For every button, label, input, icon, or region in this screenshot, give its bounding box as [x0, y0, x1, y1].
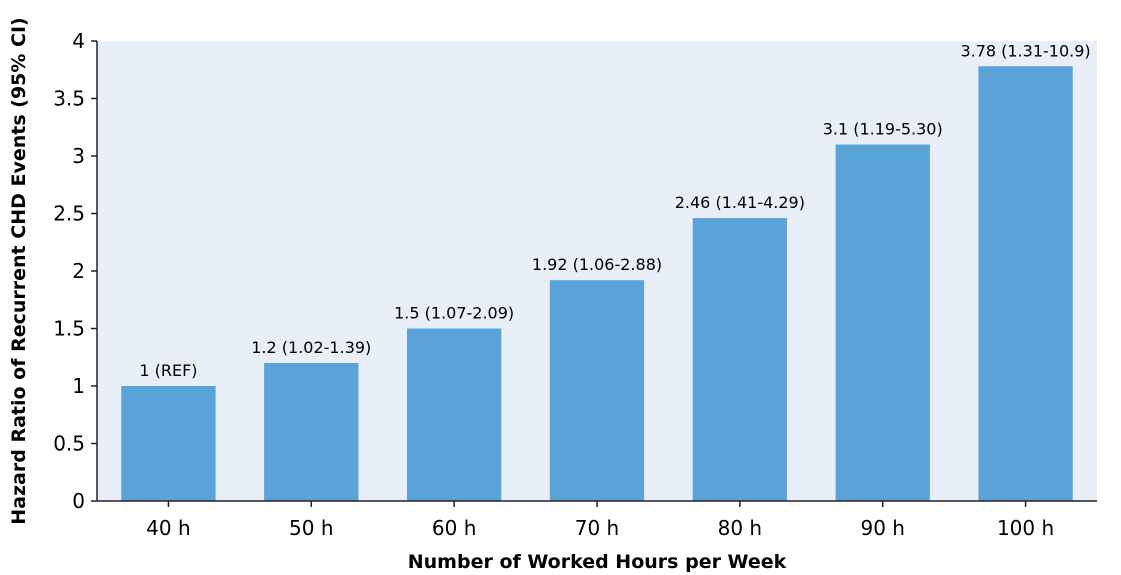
y-tick-label-8: 4: [72, 29, 85, 53]
x-tick-label-4: 80 h: [718, 516, 762, 540]
data-label-3: 1.92 (1.06-2.88): [532, 255, 662, 274]
data-labels-group: 1 (REF) 1.2 (1.02-1.39) 1.5 (1.07-2.09) 1.9…: [139, 41, 1090, 380]
x-tick-label-1: 50 h: [289, 516, 333, 540]
x-axis-title: Number of Worked Hours per Week: [408, 551, 787, 573]
x-tick-label-0: 40 h: [146, 516, 190, 540]
x-tick-label-3: 70 h: [575, 516, 619, 540]
y-tick-label-7: 3.5: [53, 87, 85, 111]
y-axis-title: Hazard Ratio of Recurrent CHD Events (95…: [8, 17, 30, 524]
y-ticks-group: 0 0.5 1 1.5 2 2.5 3 3.5 4: [53, 29, 97, 513]
y-tick-label-1: 0.5: [53, 432, 85, 456]
data-label-0: 1 (REF): [139, 361, 197, 380]
data-label-1: 1.2 (1.02-1.39): [251, 338, 371, 357]
bar-3: [549, 280, 645, 501]
bar-0: [121, 386, 216, 501]
x-tick-label-6: 100 h: [997, 516, 1054, 540]
bar-6: [978, 66, 1073, 502]
data-label-2: 1.5 (1.07-2.09): [394, 304, 514, 323]
data-label-6: 3.78 (1.31-10.9): [960, 41, 1090, 60]
y-tick-label-3: 1.5: [53, 317, 85, 341]
bars-group: [121, 66, 1073, 502]
y-tick-label-2: 1: [72, 374, 85, 398]
x-tick-label-5: 90 h: [860, 516, 904, 540]
x-tick-label-2: 60 h: [432, 516, 476, 540]
data-label-4: 2.46 (1.41-4.29): [675, 193, 805, 212]
y-tick-label-0: 0: [72, 489, 85, 513]
x-ticks-group: 40 h 50 h 60 h 70 h 80 h 90 h 100 h: [146, 501, 1054, 540]
bar-4: [692, 218, 787, 501]
data-label-5: 3.1 (1.19-5.30): [823, 120, 943, 139]
bar-1: [264, 363, 359, 501]
y-tick-label-4: 2: [72, 259, 85, 283]
bar-5: [835, 144, 930, 501]
y-tick-label-6: 3: [72, 144, 85, 168]
bar-2: [407, 328, 502, 501]
y-tick-label-5: 2.5: [53, 202, 85, 226]
